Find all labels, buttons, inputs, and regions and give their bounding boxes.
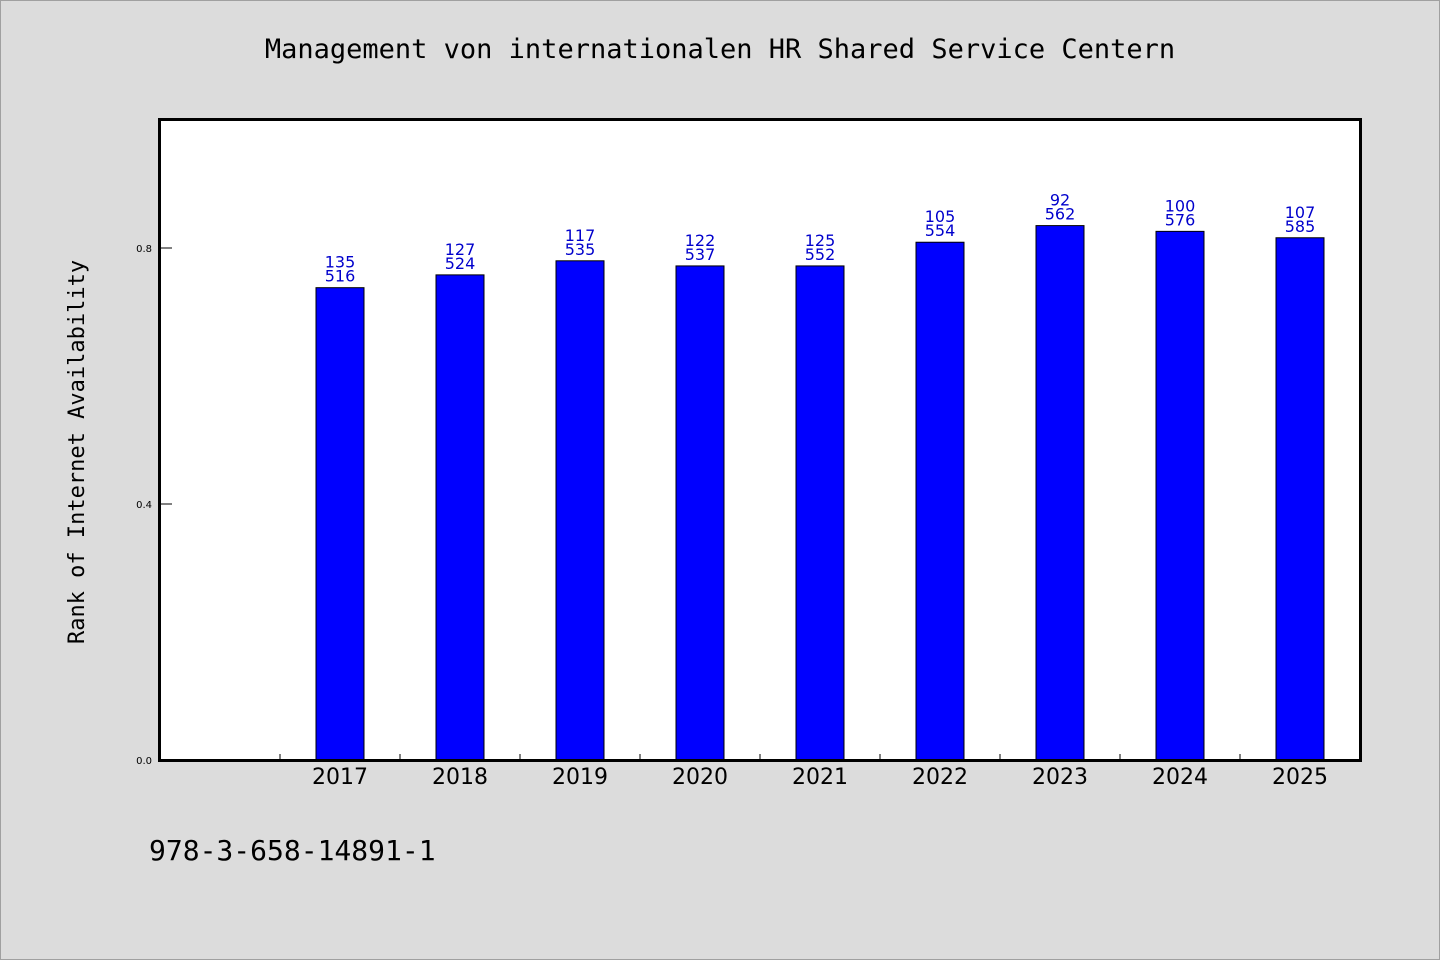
data-label-top: 100 [1165,196,1196,215]
bar-2020 [675,265,725,761]
data-label-bottom: 562 [1045,205,1076,224]
y-tick-label: 0.0 [136,756,152,767]
x-tick-label: 2023 [1032,765,1088,790]
data-label-bottom: 524 [445,254,476,273]
x-tick-label: 2019 [552,765,608,790]
chart-title: Management von internationalen HR Shared… [264,34,1176,65]
data-label-top: 122 [685,231,716,250]
bar-2019 [555,260,605,761]
data-label-bottom: 576 [1165,210,1196,229]
bar-2017 [315,287,365,761]
bar-2025 [1275,237,1325,761]
data-label-bottom: 552 [805,245,836,264]
data-label-bottom: 516 [325,267,356,286]
isbn-footer: 978-3-658-14891-1 [149,834,436,867]
x-tick-label: 2021 [792,765,848,790]
x-tick-label: 2017 [312,765,368,790]
data-label-top: 125 [805,231,836,250]
plot-border [158,118,1362,762]
bars [315,225,1325,761]
data-label-top: 107 [1285,203,1316,222]
data-label-top: 127 [445,240,476,259]
data-label-bottom: 537 [685,245,716,264]
data-label-top: 135 [325,253,356,272]
x-tick-label: 2018 [432,765,488,790]
y-axis-title: Rank of Internet Availability [65,260,90,644]
bar-2024 [1155,230,1205,761]
data-label-top: 92 [1050,191,1070,210]
data-label-bottom: 585 [1285,217,1316,236]
data-label-top: 105 [925,207,956,226]
data-label-bottom: 535 [565,240,596,259]
x-tick-label: 2025 [1272,765,1328,790]
x-tick-label: 2024 [1152,765,1208,790]
data-label-bottom: 554 [925,221,956,240]
bar-2022 [915,241,965,761]
y-tick-label: 0.4 [136,500,152,511]
bar-2018 [435,274,485,761]
x-tick-label: 2020 [672,765,728,790]
x-axis: 2017 2018 2019 2020 2021 2022 2023 2024 2025 [279,754,1328,790]
bar-2023 [1035,225,1085,761]
x-tick-label: 2022 [912,765,968,790]
y-tick-label: 0.8 [136,244,152,255]
bar-2021 [795,265,845,761]
data-label-top: 117 [565,226,596,245]
